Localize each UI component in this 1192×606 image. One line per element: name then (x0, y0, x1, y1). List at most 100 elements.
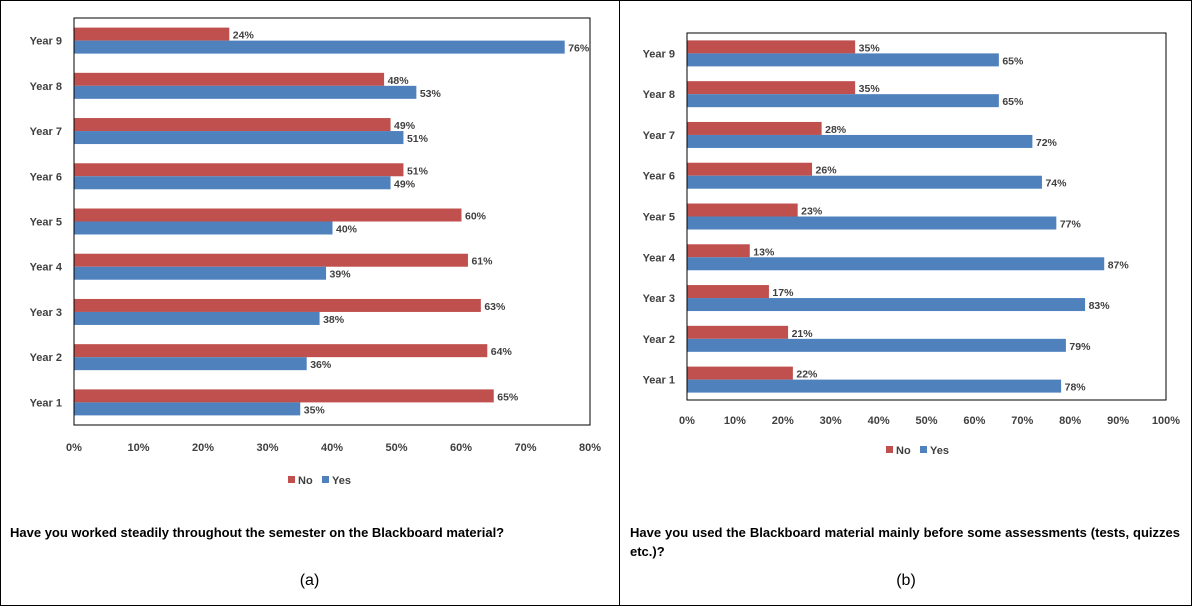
bar-yes (687, 257, 1105, 271)
legend-label-no: No (298, 475, 313, 487)
legend-swatch-yes (920, 446, 927, 453)
x-tick-label: 0% (679, 415, 695, 427)
data-label: 74% (1045, 178, 1067, 190)
data-label: 26% (816, 165, 838, 177)
data-label: 40% (336, 224, 358, 236)
x-tick-label: 70% (1011, 415, 1033, 427)
caption-a: (a) (299, 572, 320, 589)
category-label: Year 3 (643, 293, 675, 305)
data-label: 72% (1036, 137, 1058, 149)
data-label: 53% (420, 88, 442, 100)
x-tick-label: 50% (385, 442, 407, 454)
data-label: 48% (388, 75, 410, 87)
data-label: 51% (407, 133, 429, 145)
data-label: 76% (568, 43, 590, 55)
category-label: Year 9 (643, 48, 675, 60)
legend-label-yes: Yes (930, 445, 949, 457)
bar-no (74, 72, 385, 86)
bar-yes (74, 221, 333, 235)
question-b: Have you used the Blackboard material ma… (630, 525, 1180, 559)
category-label: Year 2 (643, 334, 675, 346)
data-label: 28% (825, 124, 847, 136)
data-label: 17% (772, 287, 794, 299)
data-label: 61% (471, 256, 493, 268)
data-label: 49% (394, 120, 416, 132)
legend-label-yes: Yes (332, 475, 351, 487)
data-label: 35% (859, 83, 881, 95)
data-label: 60% (465, 211, 487, 223)
data-label: 83% (1089, 300, 1111, 312)
bar-no (687, 121, 822, 135)
category-label: Year 2 (30, 352, 62, 364)
bar-no (687, 325, 789, 339)
bar-yes (74, 402, 301, 416)
caption-b: (b) (896, 572, 916, 589)
category-label: Year 6 (30, 171, 62, 183)
x-tick-label: 10% (127, 442, 149, 454)
bar-yes (74, 176, 391, 190)
bar-no (74, 118, 391, 132)
data-label: 23% (801, 206, 823, 218)
bar-yes (74, 131, 404, 145)
category-label: Year 7 (643, 130, 675, 142)
bar-no (687, 81, 856, 95)
category-label: Year 5 (30, 217, 62, 229)
x-tick-label: 10% (724, 415, 746, 427)
x-tick-label: 30% (256, 442, 278, 454)
bar-no (74, 253, 468, 267)
category-label: Year 4 (30, 262, 63, 274)
panel-divider (619, 0, 620, 606)
data-label: 51% (407, 165, 429, 177)
x-tick-label: 90% (1107, 415, 1129, 427)
data-label: 87% (1108, 259, 1130, 271)
bar-yes (74, 357, 307, 371)
category-label: Year 4 (643, 252, 676, 264)
category-label: Year 1 (643, 375, 675, 387)
legend-swatch-no (886, 446, 893, 453)
data-label: 49% (394, 178, 416, 190)
bar-yes (74, 311, 320, 325)
panel-b: 0% 10% 20% 30% 40% 50% 60% 70% 80% 90% 100% Year 1 2… (620, 0, 1192, 606)
category-label: Year 9 (30, 36, 62, 48)
bar-yes (687, 94, 999, 108)
bar-no (687, 366, 793, 380)
chart-a: 0% 10% 20% 30% 40% 50% 60% 70% 80% Year 1 65% 35% Ye… (30, 17, 601, 487)
bar-yes (687, 175, 1042, 189)
x-tick-label: 60% (450, 442, 472, 454)
bar-no (74, 163, 404, 177)
data-label: 63% (484, 301, 506, 313)
bar-no (687, 244, 750, 258)
data-label: 13% (753, 246, 775, 258)
data-label: 65% (1002, 96, 1024, 108)
data-label: 36% (310, 359, 332, 371)
data-label: 35% (859, 42, 881, 54)
data-label: 65% (497, 391, 519, 403)
bar-yes (687, 216, 1057, 230)
category-label: Year 7 (30, 126, 62, 138)
legend-swatch-no (288, 476, 295, 483)
bar-no (74, 344, 488, 358)
bar-yes (687, 134, 1033, 148)
bar-no (74, 27, 230, 41)
bar-yes (74, 40, 565, 54)
data-label: 21% (792, 328, 814, 340)
x-tick-label: 30% (820, 415, 842, 427)
bar-no (687, 162, 813, 176)
bar-yes (74, 85, 417, 99)
x-tick-label: 0% (66, 442, 82, 454)
x-tick-label: 20% (772, 415, 794, 427)
data-label: 24% (233, 30, 255, 42)
category-label: Year 6 (643, 171, 675, 183)
bar-no (74, 298, 481, 312)
category-label: Year 5 (643, 212, 675, 224)
legend-label-no: No (896, 445, 911, 457)
data-label: 79% (1069, 341, 1091, 353)
x-tick-label: 60% (963, 415, 985, 427)
x-tick-label: 40% (321, 442, 343, 454)
chart-b: 0% 10% 20% 30% 40% 50% 60% 70% 80% 90% 100% Year 1 2… (643, 32, 1180, 457)
data-label: 38% (323, 314, 345, 326)
x-tick-label: 40% (868, 415, 890, 427)
bar-yes (687, 338, 1066, 352)
legend-swatch-yes (322, 476, 329, 483)
data-label: 64% (491, 346, 513, 358)
